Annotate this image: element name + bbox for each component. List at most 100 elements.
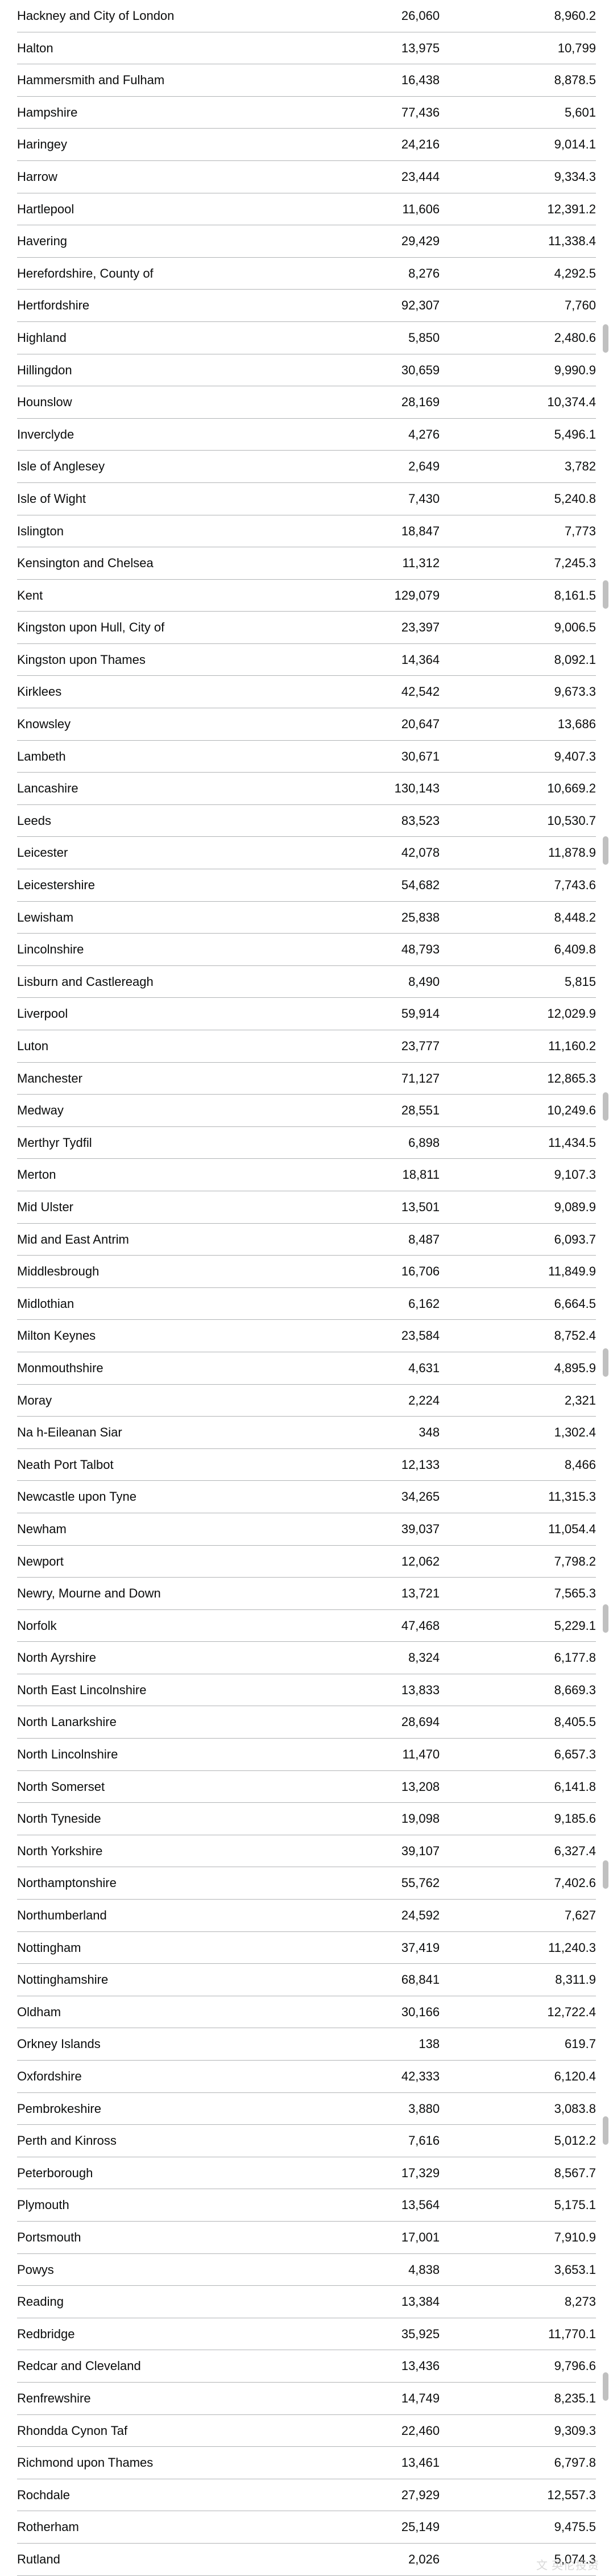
table-row: North East Lincolnshire13,8338,669.3 xyxy=(17,1674,596,1706)
table-row: Orkney Islands138619.7 xyxy=(17,2028,596,2061)
cell-name: Mid and East Antrim xyxy=(17,1223,283,1256)
table-row: Lewisham25,8388,448.2 xyxy=(17,901,596,934)
table-row: Hillingdon30,6599,990.9 xyxy=(17,354,596,386)
cell-name: Kingston upon Thames xyxy=(17,643,283,676)
cell-rate: 5,601 xyxy=(440,96,596,129)
cell-name: Knowsley xyxy=(17,708,283,741)
cell-rate: 6,664.5 xyxy=(440,1287,596,1320)
cell-name: Richmond upon Thames xyxy=(17,2447,283,2479)
table-row: Neath Port Talbot12,1338,466 xyxy=(17,1448,596,1481)
table-row: Liverpool59,91412,029.9 xyxy=(17,998,596,1030)
table-row: Lambeth30,6719,407.3 xyxy=(17,740,596,773)
cell-rate: 10,530.7 xyxy=(440,804,596,837)
cell-rate: 4,292.5 xyxy=(440,257,596,290)
cell-rate: 5,175.1 xyxy=(440,2189,596,2222)
cell-name: Kirklees xyxy=(17,676,283,708)
cell-name: Oldham xyxy=(17,1996,283,2028)
cell-count: 22,460 xyxy=(283,2414,440,2447)
table-row: Portsmouth17,0017,910.9 xyxy=(17,2221,596,2253)
table-row: Oldham30,16612,722.4 xyxy=(17,1996,596,2028)
cell-name: Moray xyxy=(17,1384,283,1417)
cell-rate: 12,557.3 xyxy=(440,2479,596,2511)
cell-rate: 9,014.1 xyxy=(440,129,596,161)
table-row: Northamptonshire55,7627,402.6 xyxy=(17,1867,596,1900)
cell-name: Rhondda Cynon Taf xyxy=(17,2414,283,2447)
cell-count: 28,169 xyxy=(283,386,440,419)
table-row: Oxfordshire42,3336,120.4 xyxy=(17,2061,596,2093)
cell-name: Hillingdon xyxy=(17,354,283,386)
cell-rate: 8,448.2 xyxy=(440,901,596,934)
cell-count: 37,419 xyxy=(283,1931,440,1964)
table-row: Hertfordshire92,3077,760 xyxy=(17,290,596,322)
cell-name: Harrow xyxy=(17,160,283,193)
cell-count: 6,162 xyxy=(283,1287,440,1320)
cell-count: 23,584 xyxy=(283,1320,440,1352)
cell-count: 4,276 xyxy=(283,418,440,451)
cell-count: 39,037 xyxy=(283,1513,440,1545)
cell-count: 26,060 xyxy=(283,0,440,32)
cell-count: 19,098 xyxy=(283,1803,440,1835)
cell-count: 25,838 xyxy=(283,901,440,934)
cell-count: 54,682 xyxy=(283,869,440,902)
cell-name: North Somerset xyxy=(17,1770,283,1803)
cell-rate: 6,797.8 xyxy=(440,2447,596,2479)
cell-count: 83,523 xyxy=(283,804,440,837)
cell-rate: 7,798.2 xyxy=(440,1545,596,1578)
cell-count: 35,925 xyxy=(283,2318,440,2350)
cell-count: 13,501 xyxy=(283,1191,440,1223)
cell-rate: 6,327.4 xyxy=(440,1835,596,1867)
cell-count: 11,312 xyxy=(283,547,440,580)
cell-rate: 10,374.4 xyxy=(440,386,596,419)
cell-name: Manchester xyxy=(17,1062,283,1095)
table-row: Knowsley20,64713,686 xyxy=(17,708,596,741)
table-row: Haringey24,2169,014.1 xyxy=(17,129,596,161)
cell-name: Lincolnshire xyxy=(17,934,283,966)
cell-rate: 8,878.5 xyxy=(440,64,596,97)
cell-count: 8,324 xyxy=(283,1642,440,1674)
cell-name: Nottinghamshire xyxy=(17,1964,283,1996)
cell-name: North Yorkshire xyxy=(17,1835,283,1867)
cell-name: Lancashire xyxy=(17,773,283,805)
cell-count: 12,133 xyxy=(283,1448,440,1481)
cell-rate: 7,627 xyxy=(440,1900,596,1932)
cell-name: North East Lincolnshire xyxy=(17,1674,283,1706)
cell-rate: 619.7 xyxy=(440,2028,596,2061)
cell-name: Pembrokeshire xyxy=(17,2092,283,2125)
cell-rate: 5,815 xyxy=(440,965,596,998)
cell-count: 24,592 xyxy=(283,1900,440,1932)
cell-count: 23,444 xyxy=(283,160,440,193)
cell-rate: 7,743.6 xyxy=(440,869,596,902)
cell-count: 48,793 xyxy=(283,934,440,966)
cell-name: Midlothian xyxy=(17,1287,283,1320)
cell-name: Kingston upon Hull, City of xyxy=(17,612,283,644)
cell-rate: 8,567.7 xyxy=(440,2157,596,2189)
cell-count: 129,079 xyxy=(283,579,440,612)
table-row: Peterborough17,3298,567.7 xyxy=(17,2157,596,2189)
cell-name: Lambeth xyxy=(17,740,283,773)
cell-name: Medway xyxy=(17,1095,283,1127)
table-row: Highland5,8502,480.6 xyxy=(17,321,596,354)
cell-rate: 11,054.4 xyxy=(440,1513,596,1545)
table-row: Nottinghamshire68,8418,311.9 xyxy=(17,1964,596,1996)
cell-count: 23,777 xyxy=(283,1030,440,1063)
cell-count: 8,487 xyxy=(283,1223,440,1256)
table-row: Powys4,8383,653.1 xyxy=(17,2253,596,2286)
table-row: Manchester71,12712,865.3 xyxy=(17,1062,596,1095)
cell-count: 77,436 xyxy=(283,96,440,129)
cell-name: Monmouthshire xyxy=(17,1352,283,1384)
cell-rate: 11,849.9 xyxy=(440,1256,596,1288)
cell-count: 20,647 xyxy=(283,708,440,741)
cell-count: 28,551 xyxy=(283,1095,440,1127)
table-row: Hammersmith and Fulham16,4388,878.5 xyxy=(17,64,596,97)
cell-rate: 8,466 xyxy=(440,1448,596,1481)
cell-name: Newcastle upon Tyne xyxy=(17,1481,283,1513)
cell-count: 17,001 xyxy=(283,2221,440,2253)
cell-rate: 11,315.3 xyxy=(440,1481,596,1513)
cell-rate: 5,496.1 xyxy=(440,418,596,451)
cell-count: 29,429 xyxy=(283,225,440,258)
cell-rate: 9,990.9 xyxy=(440,354,596,386)
cell-name: Peterborough xyxy=(17,2157,283,2189)
cell-name: Luton xyxy=(17,1030,283,1063)
cell-count: 71,127 xyxy=(283,1062,440,1095)
cell-name: Neath Port Talbot xyxy=(17,1448,283,1481)
